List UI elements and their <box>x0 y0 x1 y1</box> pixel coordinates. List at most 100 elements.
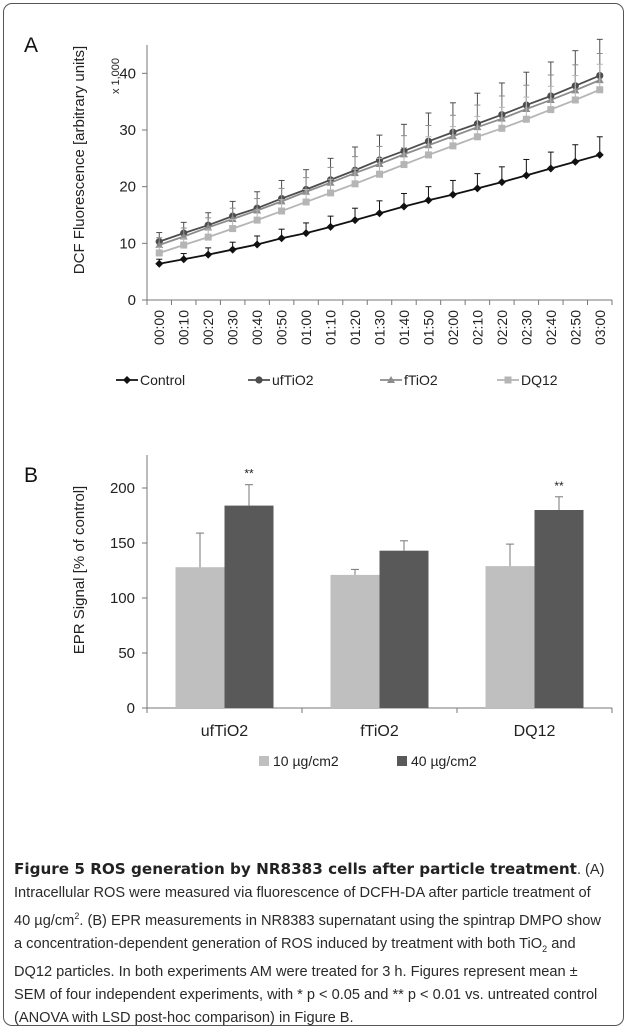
data-point <box>302 229 311 238</box>
panel-label: A <box>24 34 38 57</box>
figure-frame <box>3 3 624 1026</box>
x-tick-label: 02:00 <box>445 310 461 345</box>
bar <box>175 567 225 708</box>
data-point <box>155 241 164 249</box>
x-tick-label: 01:10 <box>323 310 339 345</box>
data-point <box>571 96 579 104</box>
series-Control <box>155 136 604 268</box>
data-point <box>204 233 212 241</box>
legend-item: 10 µg/cm2 <box>259 753 339 769</box>
data-point <box>253 216 261 224</box>
y-axis-label: EPR Signal [% of control] <box>71 486 88 654</box>
y-tick-label: 40 <box>119 65 136 82</box>
data-point <box>400 161 408 169</box>
data-point <box>547 106 555 114</box>
data-point <box>155 259 164 268</box>
legend-label: ufTiO2 <box>272 372 314 388</box>
legend-swatch <box>397 756 407 766</box>
series-DQ12 <box>155 63 604 257</box>
data-point <box>204 250 213 259</box>
bar-chart-panel-b: B EPR Signal [% of control] 0 50 100 150 200… <box>24 455 613 769</box>
data-point <box>473 184 482 193</box>
data-point <box>448 190 457 199</box>
data-point <box>180 241 188 249</box>
legend-label: 10 µg/cm2 <box>273 753 339 769</box>
x-tick-label: 01:50 <box>420 310 436 345</box>
y-tick-label: 20 <box>119 179 136 196</box>
x-tick-label: 00:10 <box>176 310 192 345</box>
x-tick-label: 00:30 <box>225 310 241 345</box>
caption-body: . (B) EPR measurements in NR8383 superna… <box>14 912 601 952</box>
x-tick-label: 01:00 <box>298 310 314 345</box>
data-point <box>253 240 262 249</box>
legend-marker <box>123 376 131 384</box>
caption-body: . (A) Intracellular ROS were measured vi… <box>14 862 605 929</box>
legend-marker <box>504 376 512 384</box>
data-point <box>228 245 237 254</box>
x-tick-label: 02:10 <box>469 310 485 345</box>
y-tick-label: 200 <box>110 480 135 497</box>
bar <box>534 510 584 708</box>
legend-label: 40 µg/cm2 <box>411 753 477 769</box>
data-point <box>278 207 286 215</box>
x-tick-label: 02:50 <box>567 310 583 345</box>
caption-superscript: 2 <box>74 911 80 921</box>
data-point <box>424 151 432 159</box>
figure-caption: Figure 5 ROS generation by NR8383 cells … <box>14 858 610 1030</box>
data-point <box>228 214 237 222</box>
x-tick-label: 02:30 <box>518 310 534 345</box>
x-tick-label: 01:30 <box>372 310 388 345</box>
y-tick-label: 10 <box>119 235 136 252</box>
x-tick-label: 03:00 <box>592 310 608 345</box>
legend-label: fTiO2 <box>404 372 438 388</box>
x-tick-label: DQ12 <box>514 723 556 740</box>
bar <box>485 566 535 708</box>
x-tick-label: fTiO2 <box>360 723 399 740</box>
legend-item: Control <box>116 372 185 388</box>
data-point <box>546 164 555 173</box>
legend-swatch <box>259 756 269 766</box>
x-tick-label: 00:40 <box>249 310 265 345</box>
data-point <box>155 249 163 257</box>
legend-item: DQ12 <box>497 372 558 388</box>
x-tick-label: 01:20 <box>347 310 363 345</box>
data-point <box>473 133 481 141</box>
data-point <box>596 86 604 94</box>
data-point <box>399 202 408 211</box>
y-axis-label: DCF Fluorescence [arbitrary units] <box>71 46 88 274</box>
x-tick-label: ufTiO2 <box>201 723 249 740</box>
data-point <box>351 216 360 225</box>
legend-label: Control <box>140 372 185 388</box>
data-point <box>351 180 359 188</box>
x-tick-label: 00:20 <box>200 310 216 345</box>
significance-label: ** <box>244 467 254 481</box>
legend-label: DQ12 <box>521 372 558 388</box>
series-fTiO2 <box>155 53 604 249</box>
x-tick-label: 02:40 <box>543 310 559 345</box>
data-point <box>498 124 506 132</box>
bar <box>379 550 429 708</box>
data-point <box>522 171 531 180</box>
y-tick-label: 0 <box>128 292 136 309</box>
panel-label: B <box>24 464 38 487</box>
data-point <box>302 198 310 206</box>
legend-item: 40 µg/cm2 <box>397 753 477 769</box>
legend-item: ufTiO2 <box>248 372 314 388</box>
x-tick-label: 00:50 <box>274 310 290 345</box>
bar <box>330 574 380 708</box>
data-point <box>327 189 335 197</box>
x-tick-label: 02:20 <box>494 310 510 345</box>
line-chart-panel-a: A DCF Fluorescence [arbitrary units] x 1… <box>24 34 613 388</box>
legend-marker <box>387 376 395 383</box>
data-point <box>179 255 188 264</box>
legend-marker <box>255 376 263 384</box>
legend-item: fTiO2 <box>380 372 438 388</box>
data-point <box>277 234 286 243</box>
significance-label: ** <box>554 479 564 493</box>
x-tick-label: 00:00 <box>151 310 167 345</box>
bar <box>224 505 274 708</box>
data-point <box>424 196 433 205</box>
data-point <box>571 157 580 166</box>
y-tick-label: 50 <box>118 645 135 662</box>
caption-title: Figure 5 ROS generation by NR8383 cells … <box>14 860 577 878</box>
